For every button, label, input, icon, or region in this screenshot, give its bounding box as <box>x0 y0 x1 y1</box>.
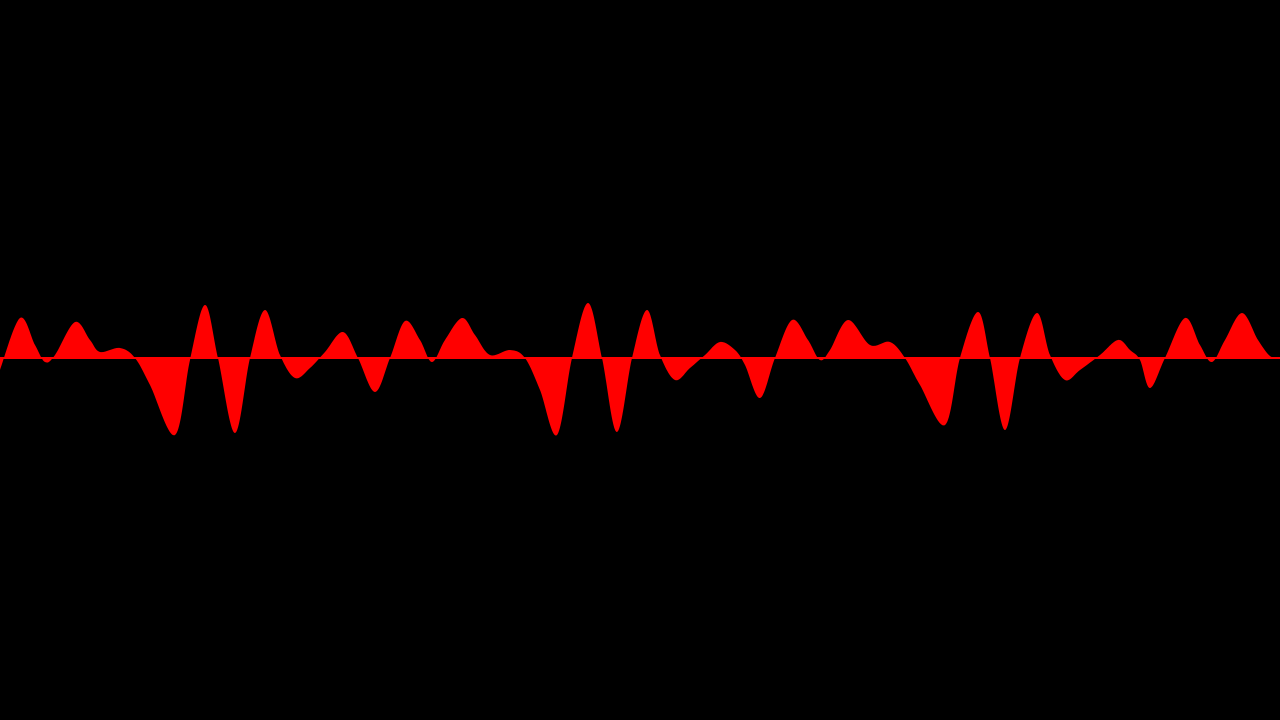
waveform-fill <box>0 303 1280 436</box>
